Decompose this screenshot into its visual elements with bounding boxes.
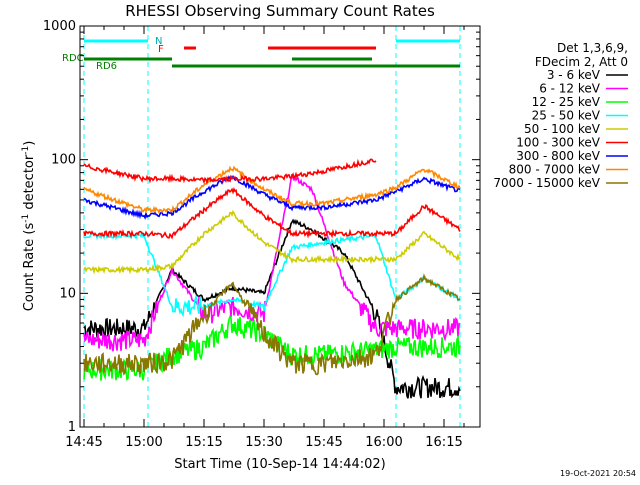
y-axis-label: Count Rate (s-1 detector-1) xyxy=(21,141,37,312)
legend-label: 300 - 800 keV xyxy=(516,149,600,163)
legend-entry: 50 - 100 keV xyxy=(524,122,628,136)
series-line-5 xyxy=(83,186,461,240)
legend-entry: 3 - 6 keV xyxy=(547,68,628,82)
legend-entry: 6 - 12 keV xyxy=(539,82,628,96)
x-axis-label: Start Time (10-Sep-14 14:44:02) xyxy=(174,457,385,472)
y-tick-label: 1 xyxy=(68,420,76,435)
legend-header-2: FDecim 2, Att 0 xyxy=(535,55,628,69)
y-axis-label-sup1: -1 xyxy=(21,214,31,223)
legend-label: 6 - 12 keV xyxy=(539,82,601,96)
legend-label: 100 - 300 keV xyxy=(516,136,600,150)
legend-label: 25 - 50 keV xyxy=(532,109,601,123)
chart-title: RHESSI Observing Summary Count Rates xyxy=(125,2,435,20)
legend-entry: 7000 - 15000 keV xyxy=(493,176,628,190)
series-line-4 xyxy=(83,210,461,275)
x-tick-label: 15:30 xyxy=(245,435,282,450)
legend-entry: 800 - 7000 keV xyxy=(509,163,628,177)
legend-entry: 100 - 300 keV xyxy=(516,136,628,150)
flag-n-label: N xyxy=(155,36,162,47)
legend-label: 7000 - 15000 keV xyxy=(493,176,600,190)
y-axis-label-end: ) xyxy=(22,141,37,146)
legend-entry: 12 - 25 keV xyxy=(532,95,628,109)
series-line-7 xyxy=(83,165,461,215)
legend-header-1: Det 1,3,6,9, xyxy=(557,41,628,55)
x-tick-label: 15:15 xyxy=(185,435,222,450)
y-tick-label: 1000 xyxy=(43,19,76,34)
series-line-9 xyxy=(83,158,377,185)
x-tick-label: 15:45 xyxy=(305,435,342,450)
y-axis-label-main: Count Rate (s xyxy=(22,223,37,312)
flag-rd6-label: RD6 xyxy=(96,61,117,72)
legend-label: 800 - 7000 keV xyxy=(509,163,601,177)
x-tick-label: 14:45 xyxy=(65,435,102,450)
x-tick-label: 16:15 xyxy=(425,435,462,450)
y-tick-label: 10 xyxy=(59,286,76,301)
flag-rdc-label: RDC xyxy=(62,53,84,64)
series-line-8 xyxy=(83,273,461,376)
plot-layer: NF RDC RD6 1 10 100 1000 14:45 15:00 15:15 15:30 15… xyxy=(43,19,481,450)
y-axis-label-sup2: -1 xyxy=(21,146,31,155)
plot-frame xyxy=(79,25,481,428)
series-line-1 xyxy=(83,174,461,352)
legend-label: 3 - 6 keV xyxy=(547,68,601,82)
y-tick-label: 100 xyxy=(51,153,76,168)
legend-entry: 300 - 800 keV xyxy=(516,149,628,163)
legend-label: 12 - 25 keV xyxy=(532,95,601,109)
flag-f-label: F xyxy=(158,44,164,55)
legend-label: 50 - 100 keV xyxy=(524,122,601,136)
x-tick-label: 16:00 xyxy=(365,435,402,450)
timestamp: 19-Oct-2021 20:54 xyxy=(560,469,636,478)
x-tick-label: 15:00 xyxy=(125,435,162,450)
legend-entry: 25 - 50 keV xyxy=(532,109,628,123)
y-axis-label-mid: detector xyxy=(22,154,37,214)
